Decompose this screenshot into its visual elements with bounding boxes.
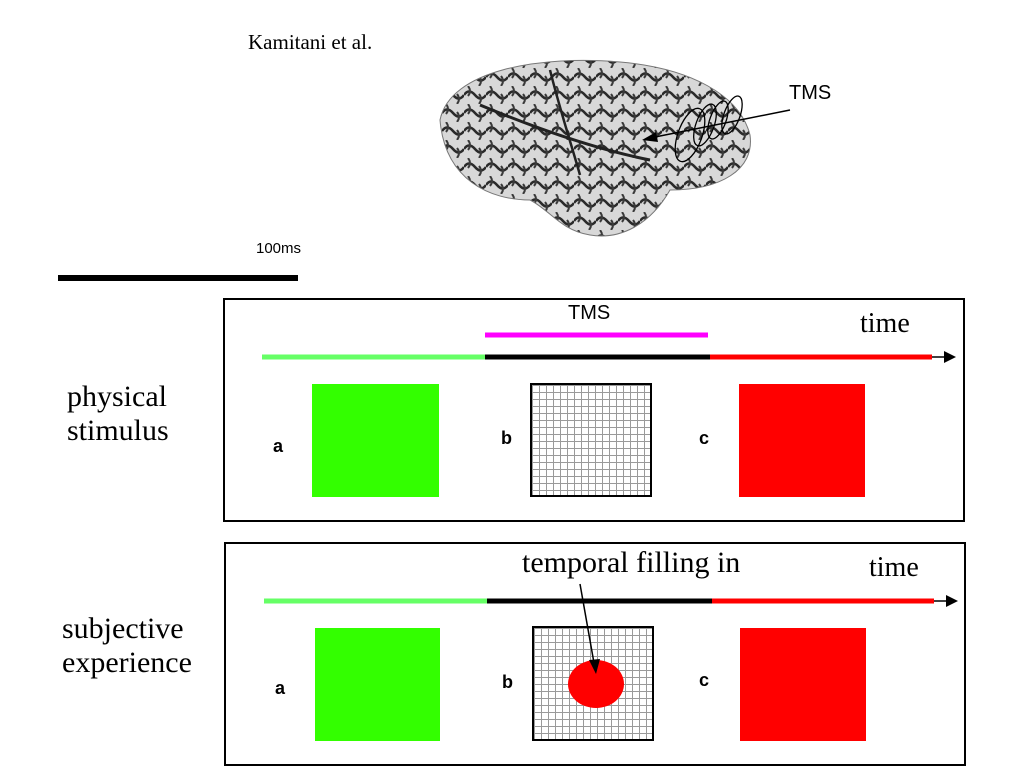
stimulus-b-grid-square (530, 383, 652, 497)
temporal-filling-in-label: temporal filling in (522, 546, 741, 579)
stimulus-letter-c: c (699, 428, 710, 448)
row-label-text: physical stimulus (67, 380, 169, 447)
timeline-arrowhead (946, 595, 958, 607)
timeline-arrowhead (944, 351, 956, 363)
experience-a-green-square (315, 628, 440, 741)
brain-illustration (439, 59, 791, 237)
stimulus-letter-b: b (501, 428, 512, 448)
stimulus-a-green-square (312, 384, 439, 497)
stimulus-letter-a: a (273, 436, 284, 456)
scale-bar (58, 275, 298, 281)
author-citation: Kamitani et al. (248, 30, 373, 54)
filled-in-red-disk (568, 660, 624, 708)
annotation-arrow (579, 583, 595, 664)
row-label-text: subjective experience (62, 612, 192, 679)
experience-letter-b: b (502, 672, 513, 692)
tms-interval-label: TMS (568, 302, 611, 324)
stimulus-c-red-square (739, 384, 865, 497)
time-axis-label: time (869, 552, 919, 583)
tms-label: TMS (789, 82, 832, 104)
row-label-physical-stimulus: physical stimulus (67, 380, 187, 448)
tms-coil-icon (642, 95, 791, 163)
brain-shape (439, 59, 751, 237)
experience-c-red-square (740, 628, 866, 741)
experience-letter-c: c (699, 670, 710, 690)
time-axis-label: time (860, 308, 910, 339)
scale-bar-label: 100ms (256, 240, 302, 257)
row-label-subjective-experience: subjective experience (62, 612, 212, 680)
experience-letter-a: a (275, 678, 286, 698)
brain-image (420, 50, 840, 250)
